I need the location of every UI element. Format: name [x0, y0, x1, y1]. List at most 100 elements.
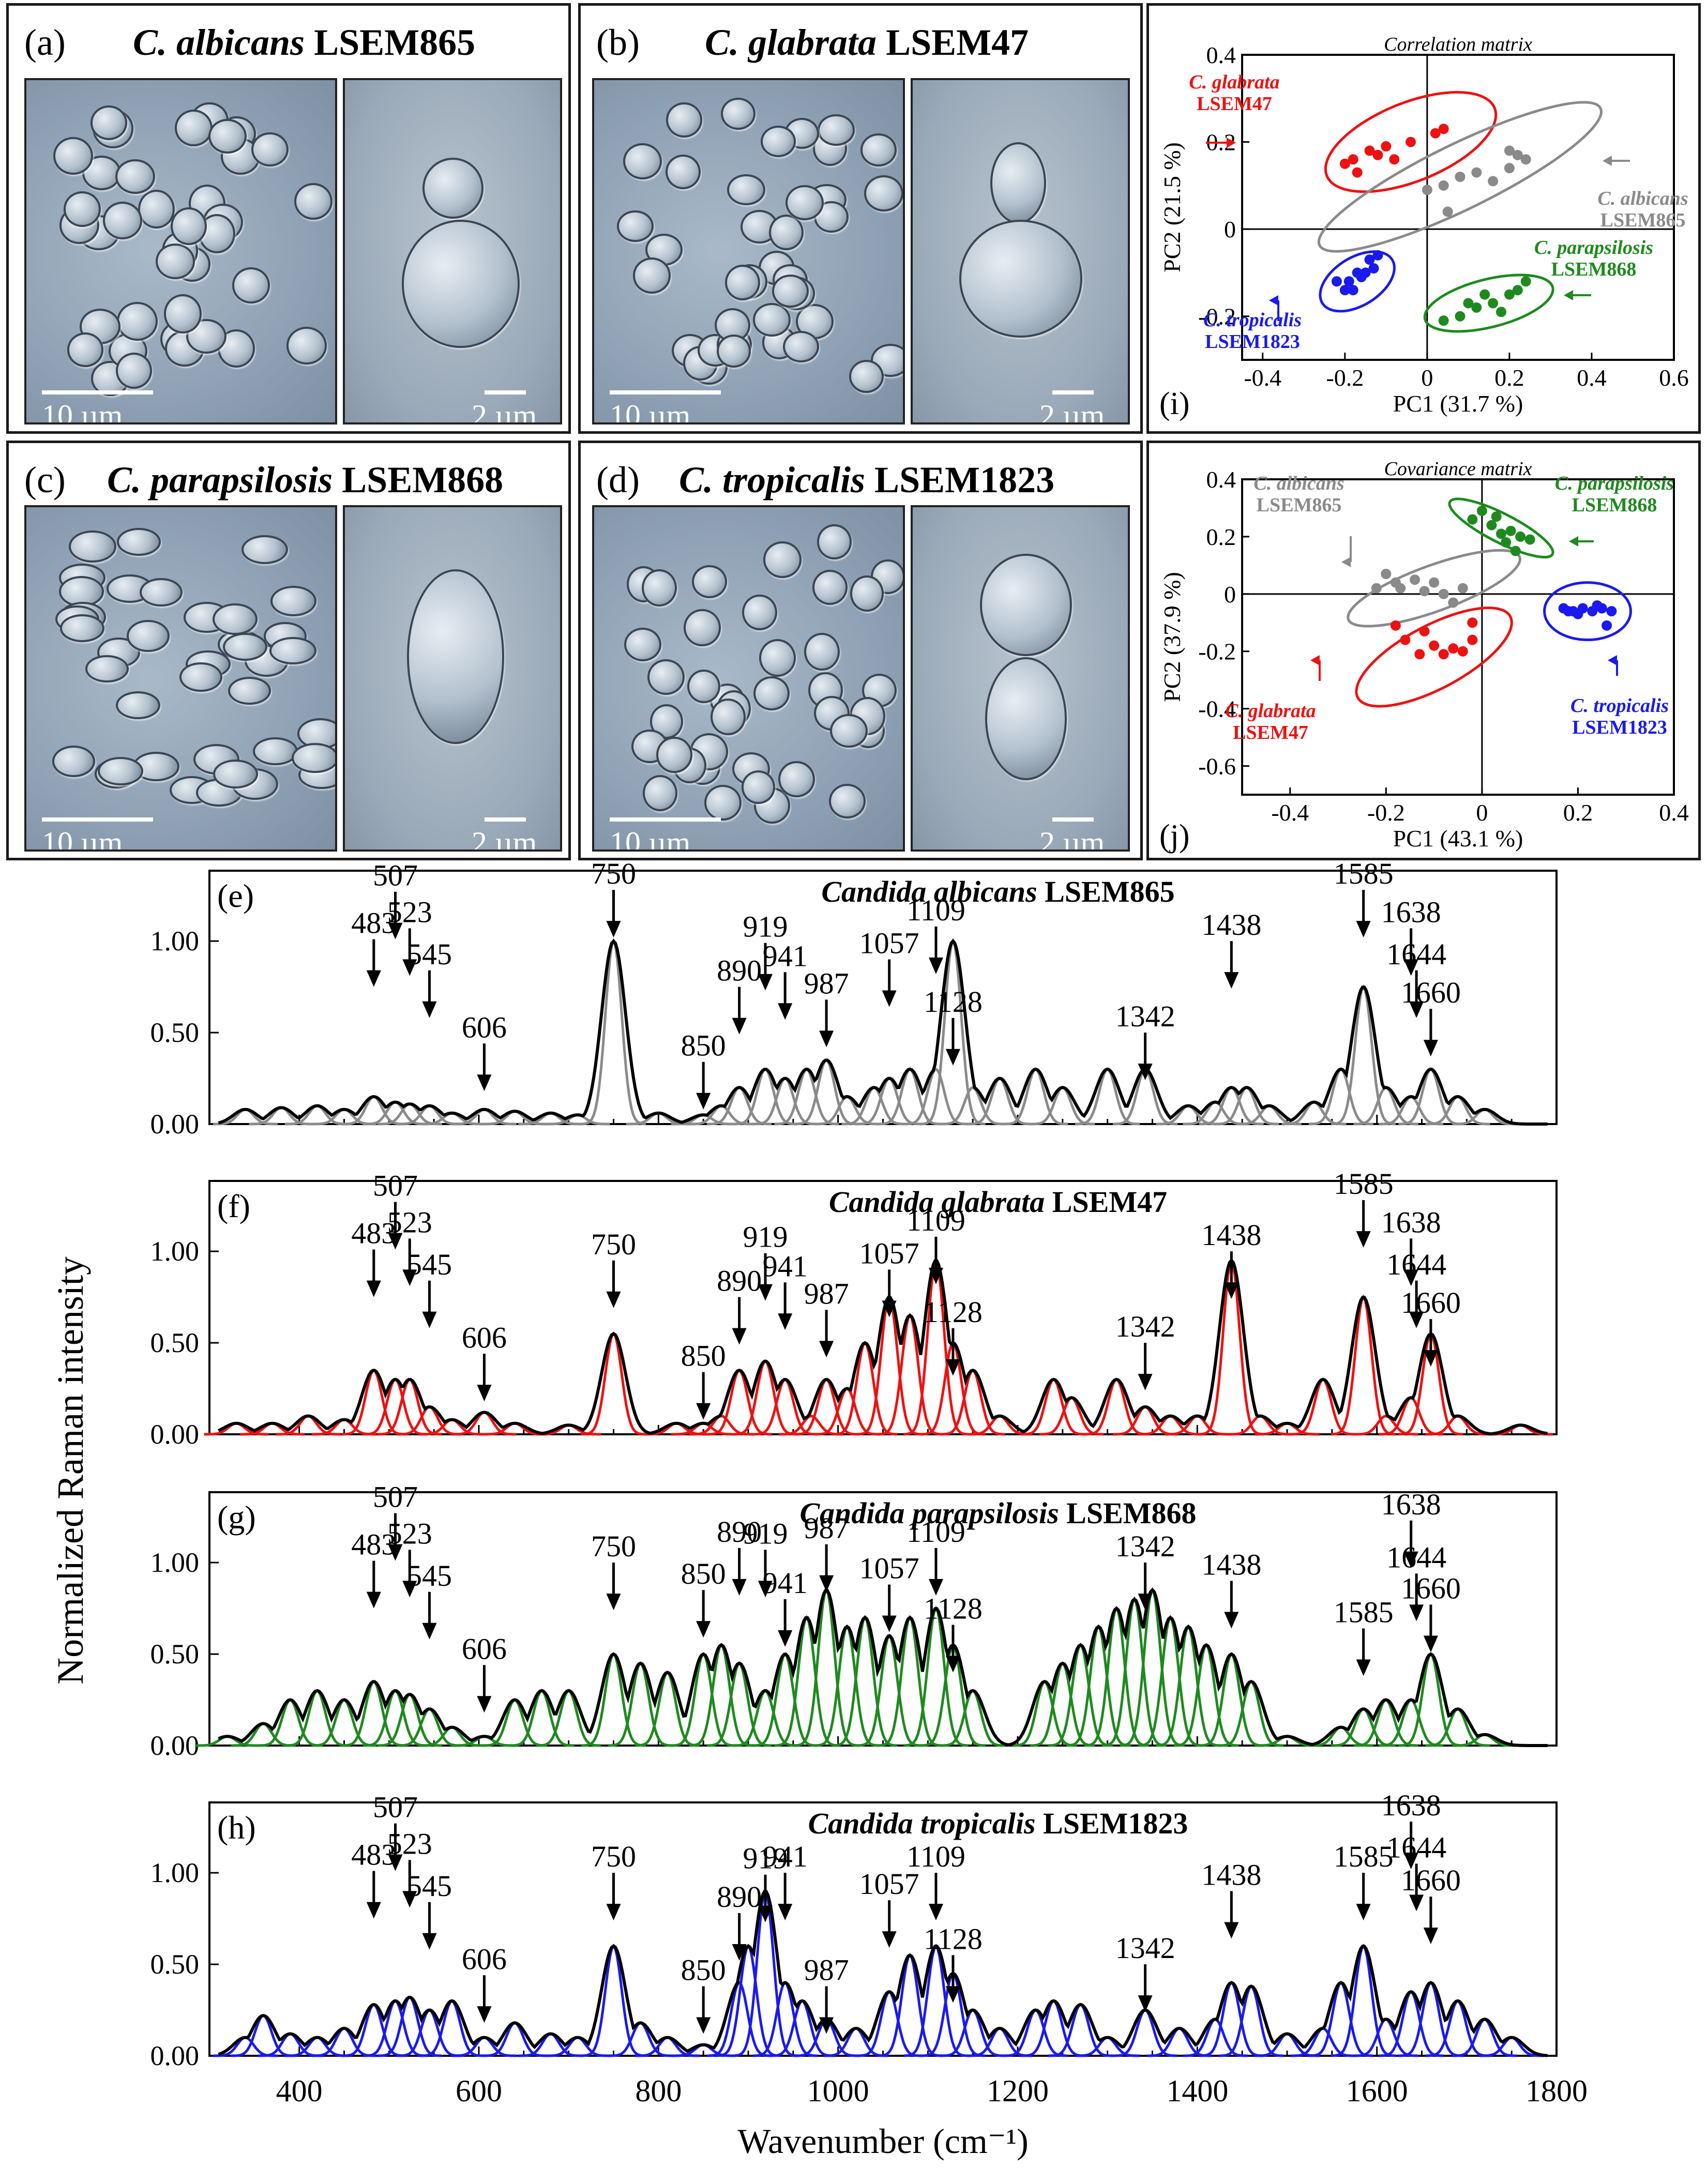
confidence-ellipse — [1448, 497, 1554, 559]
y-tick-label: 1.00 — [150, 926, 200, 957]
peak-arrowhead — [1409, 1311, 1424, 1328]
yeast-cell — [768, 214, 804, 251]
component-band — [284, 1689, 350, 1747]
yeast-cell — [716, 335, 751, 368]
component-band — [752, 1076, 818, 1126]
data-point — [1479, 289, 1490, 300]
raman-spectra-figure: 0.00 0.50 1.00 (e) Candida albicans LSEM865 4… — [50, 860, 1588, 2161]
component-band — [1425, 1707, 1490, 1747]
panel-i: Correlation matrix -0.4 -0.2 0 0.2 0.4 0.6 -0.2… — [1146, 3, 1701, 434]
strain-label: LSEM47 — [1233, 722, 1308, 744]
spectrum-title: Candida parapsilosis LSEM868 — [799, 1496, 1196, 1530]
label-arrowhead — [1341, 557, 1351, 567]
data-point — [1343, 276, 1354, 287]
yeast-cell — [760, 125, 796, 158]
x-tick-label: 0.6 — [1659, 365, 1689, 391]
component-band — [1353, 2018, 1418, 2057]
yeast-cell-closeup — [959, 220, 1082, 338]
yeast-cell — [684, 609, 721, 646]
peak-arrowhead — [402, 1581, 417, 1598]
strain-label: LSEM1823 — [1572, 717, 1667, 738]
x-tick-label: 0.2 — [1563, 799, 1593, 826]
peak-arrowhead — [402, 1891, 417, 1908]
x-tick-label: 0.2 — [1494, 365, 1524, 391]
peak-arrowhead — [422, 1933, 437, 1950]
strain-label: LSEM865 — [1600, 209, 1686, 231]
component-band — [903, 1067, 969, 1126]
peak-label: 1057 — [859, 1237, 919, 1270]
species-label: C. albicans — [1597, 188, 1688, 209]
strain-name: LSEM865 — [314, 22, 476, 63]
peak-label: 1342 — [1115, 999, 1175, 1033]
peak-arrowhead — [778, 1313, 793, 1330]
peak-label: 1644 — [1386, 1248, 1446, 1281]
species-label: C. parapsilosis — [1534, 237, 1653, 259]
panel-label: (e) — [217, 877, 254, 914]
yeast-cell — [830, 714, 868, 748]
data-point — [1364, 254, 1375, 265]
panel-c: (c) C. parapsilosis LSEM868 10 µm 2 µm — [6, 441, 571, 860]
peak-arrowhead — [477, 2006, 492, 2023]
peak-label: 919 — [743, 1516, 788, 1550]
peak-arrowhead — [758, 1284, 773, 1301]
data-point — [1592, 600, 1603, 611]
species-label: C. glabrata — [1189, 71, 1279, 93]
micrograph-wide: 10 µm — [24, 505, 337, 852]
yeast-cell — [69, 530, 116, 563]
y-tick-label: 1.00 — [150, 1857, 200, 1888]
data-point — [1515, 531, 1526, 542]
data-point — [1389, 154, 1400, 165]
yeast-cell — [623, 143, 662, 179]
data-point — [1381, 569, 1392, 579]
scale-bar-label: 10 µm — [610, 399, 691, 424]
panel-d: (d) C. tropicalis LSEM1823 10 µm 2 µm — [578, 441, 1143, 860]
yeast-cell — [269, 637, 316, 664]
data-point — [1467, 634, 1478, 645]
data-point — [1467, 617, 1478, 628]
species-name: Candida parapsilosis — [799, 1496, 1066, 1530]
peak-label: 850 — [681, 1339, 726, 1373]
data-point — [1467, 514, 1478, 525]
peak-arrowhead — [388, 1233, 403, 1250]
peak-arrowhead — [366, 1591, 381, 1609]
micrograph-wide: 10 µm — [592, 505, 905, 852]
yeast-cell — [232, 267, 270, 304]
peak-label: 750 — [591, 1227, 636, 1261]
scale-bar — [42, 817, 153, 822]
peak-label: 1109 — [907, 1840, 965, 1873]
panel-label: (b) — [596, 22, 640, 63]
x-axis-label: PC1 (31.7 %) — [1393, 390, 1523, 417]
micrograph-wide: 10 µm — [24, 78, 337, 424]
yeast-cell — [642, 569, 677, 606]
panel-a: (a) C. albicans LSEM865 10 µm 2 µm — [6, 3, 571, 434]
peak-label: 890 — [717, 1264, 762, 1298]
peak-arrowhead — [882, 990, 897, 1007]
yeast-cell — [666, 102, 702, 138]
strain-label: LSEM1823 — [1205, 331, 1300, 353]
yeast-cell — [228, 676, 271, 705]
component-band — [1331, 984, 1396, 1126]
plot-frame — [1241, 478, 1675, 796]
component-band — [635, 1671, 700, 1747]
data-point — [1414, 649, 1425, 660]
peak-arrowhead — [1356, 1231, 1371, 1248]
yeast-cell — [656, 736, 692, 773]
peak-arrowhead — [882, 1300, 897, 1317]
panel-label: (d) — [596, 459, 640, 501]
data-point — [1606, 606, 1617, 617]
peak-arrowhead — [388, 922, 403, 939]
data-point — [1501, 537, 1512, 548]
data-point — [1573, 609, 1583, 619]
scale-bar — [485, 390, 526, 395]
micrograph-close: 2 µm — [911, 78, 1130, 424]
data-point — [1360, 267, 1371, 278]
spectrum-envelope — [218, 1890, 1548, 2057]
data-point — [1438, 315, 1449, 326]
component-band — [1331, 1944, 1396, 2057]
y-tick-label: 0.00 — [150, 1109, 200, 1140]
data-point — [1352, 267, 1363, 278]
yeast-cell — [102, 201, 143, 239]
y-tick-label: -0.2 — [1198, 304, 1236, 330]
component-band — [451, 2036, 517, 2057]
peak-label: 919 — [743, 1842, 788, 1875]
